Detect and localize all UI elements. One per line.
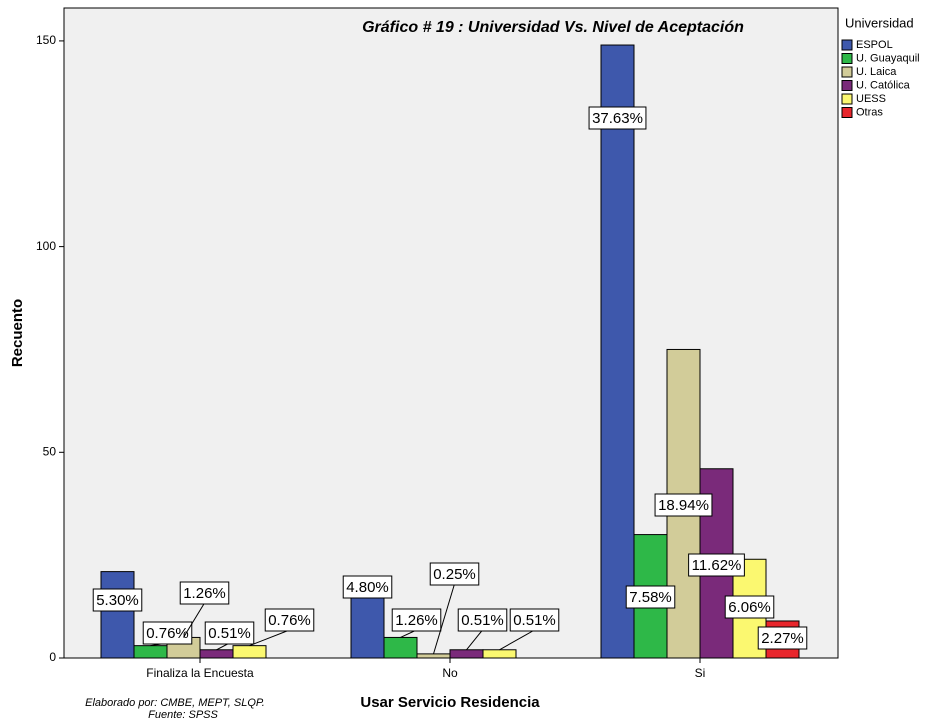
data-label-box [429, 562, 480, 586]
data-label: 1.26% [395, 612, 438, 629]
data-label: 4.80% [346, 579, 389, 596]
y-tick-label: 0 [49, 650, 56, 664]
legend-swatch [841, 93, 853, 105]
legend-label: ESPOL [856, 39, 893, 51]
legend-swatch [841, 80, 853, 91]
x-tick-label: Si [695, 666, 706, 680]
legend-label: U. Católica [856, 79, 911, 91]
data-label: 18.94% [658, 497, 709, 514]
data-label: 0.76% [268, 612, 311, 629]
leader-line [499, 629, 535, 651]
data-label-box [204, 621, 255, 645]
data-label: 0.51% [513, 612, 556, 629]
legend-title: Universidad [845, 15, 914, 30]
leader-line [249, 629, 290, 647]
data-label: 0.51% [208, 625, 251, 642]
y-axis-label: Recuento [9, 299, 26, 367]
data-label: 0.51% [461, 612, 504, 629]
data-label: 7.58% [629, 589, 672, 606]
data-label: 0.76% [146, 625, 189, 642]
leader-line [183, 602, 205, 638]
legend-swatch [841, 53, 853, 64]
x-axis-label: Usar Servicio Residencia [360, 694, 540, 711]
data-label-box [724, 595, 775, 619]
x-tick-label: No [442, 666, 458, 680]
chart-title: Gráfico # 19 : Universidad Vs. Nivel de … [362, 19, 744, 36]
legend-label: Otras [856, 106, 883, 118]
bar [383, 636, 418, 659]
legend-swatch [841, 39, 853, 51]
leader-line [433, 583, 455, 655]
data-label: 5.30% [96, 592, 139, 609]
data-label-box [264, 608, 315, 632]
data-label: 0.25% [433, 566, 476, 583]
bar [600, 44, 635, 659]
data-label: 11.62% [692, 557, 742, 574]
data-label-box [142, 621, 193, 645]
legend-label: UESS [856, 93, 886, 105]
bar [482, 649, 517, 659]
data-label-box [509, 608, 560, 632]
data-label-box [457, 608, 508, 632]
data-label-box [588, 106, 647, 130]
data-label-box [688, 553, 745, 577]
bar [449, 649, 484, 659]
footnote: Elaborado por: CMBE, MEPT, SLQP. [85, 697, 265, 709]
footnote: Fuente: SPSS [148, 709, 218, 721]
leader-line [466, 629, 483, 651]
y-tick-label: 150 [36, 33, 56, 47]
legend-label: U. Laica [856, 66, 897, 78]
x-tick-label: Finaliza la Encuesta [146, 666, 254, 680]
legend-swatch [841, 66, 853, 78]
data-label: 2.27% [761, 630, 804, 647]
y-tick-label: 50 [43, 444, 57, 458]
bar [232, 645, 267, 659]
data-label-box [92, 588, 143, 612]
data-label-box [654, 493, 713, 517]
data-label: 1.26% [183, 585, 226, 602]
data-label: 37.63% [592, 110, 643, 127]
legend-label: U. Guayaquil [856, 52, 920, 64]
data-label: 6.06% [728, 599, 771, 616]
data-label-box [342, 575, 393, 599]
bar [199, 649, 234, 659]
legend-swatch [841, 107, 853, 118]
data-label-box [757, 626, 808, 650]
bar [100, 571, 135, 659]
data-label-box [391, 608, 442, 632]
bar [416, 653, 451, 659]
data-label-box [625, 585, 676, 609]
y-tick-label: 100 [36, 239, 56, 253]
bar [133, 645, 168, 659]
data-label-box [179, 581, 230, 605]
